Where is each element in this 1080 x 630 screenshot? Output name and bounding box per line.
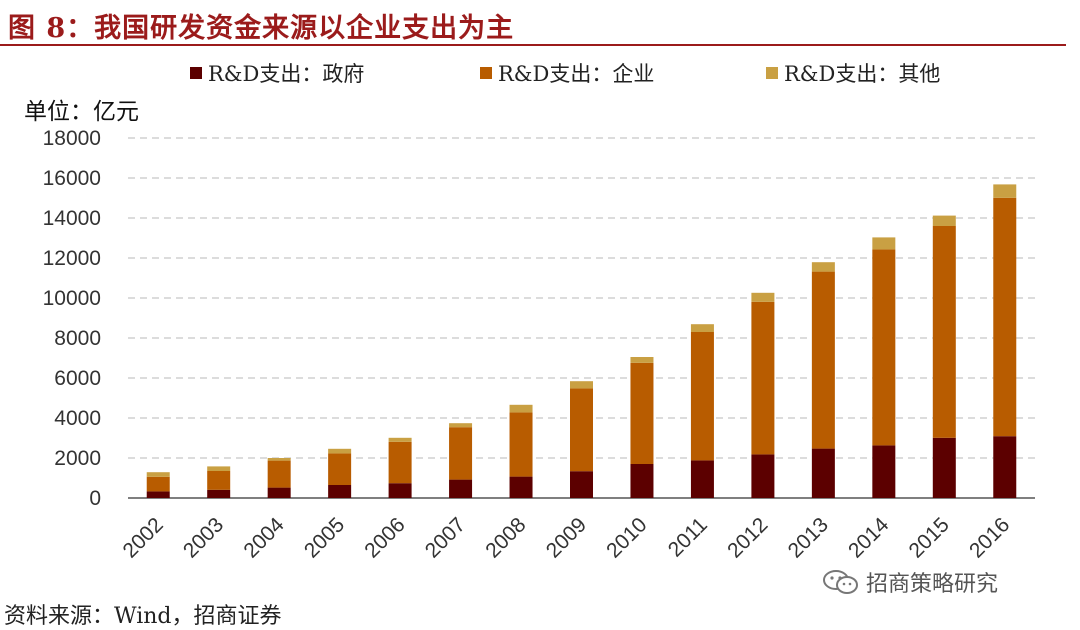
bar-enterprise — [328, 453, 352, 485]
bar-government — [570, 471, 593, 498]
y-tick-label: 6000 — [54, 367, 101, 390]
y-tick-label: 2000 — [54, 447, 101, 470]
bar-other — [207, 466, 231, 471]
wechat-icon — [823, 570, 858, 594]
title-bar: 图 8：我国研发资金来源以企业支出为主 — [0, 0, 1066, 46]
bar-other — [751, 292, 775, 302]
x-tick-label: 2004 — [239, 513, 289, 563]
x-tick-label: 2014 — [844, 513, 894, 563]
bar-government — [509, 476, 533, 498]
legend: R&D支出：政府 R&D支出：企业 R&D支出：其他 — [0, 58, 1080, 88]
x-tick-label: 2015 — [905, 513, 954, 562]
x-tick-label: 2003 — [179, 513, 228, 562]
bar-other — [993, 184, 1017, 198]
legend-swatch-other — [766, 67, 778, 79]
bar-enterprise — [811, 271, 835, 449]
bar-government — [751, 454, 775, 498]
legend-label-enterprise: R&D支出：企业 — [498, 62, 655, 86]
bar-other — [570, 381, 593, 389]
bar-enterprise — [146, 476, 170, 492]
y-tick-label: 4000 — [54, 407, 101, 430]
x-tick-label: 2010 — [602, 513, 651, 562]
bar-other — [449, 423, 473, 428]
bar-enterprise — [207, 471, 231, 490]
unit-label: 单位：亿元 — [24, 99, 139, 125]
bar-government — [267, 487, 291, 498]
bar-other — [388, 437, 412, 442]
y-tick-label: 16000 — [43, 167, 101, 190]
legend-label-other: R&D支出：其他 — [784, 62, 941, 86]
x-tick-label: 2006 — [360, 513, 409, 562]
bar-enterprise — [388, 441, 412, 484]
bar-other — [811, 262, 835, 272]
x-tick-label: 2016 — [965, 513, 1014, 562]
legend-label-government: R&D支出：政府 — [208, 62, 365, 86]
bar-other — [630, 357, 654, 363]
bar-government — [932, 437, 956, 498]
x-tick-label: 2012 — [723, 513, 772, 562]
x-tick-label: 2005 — [300, 513, 349, 562]
legend-swatch-enterprise — [480, 67, 492, 79]
bar-government — [328, 485, 352, 498]
bar-enterprise — [630, 362, 654, 464]
watermark-text: 招商策略研究 — [866, 572, 999, 597]
y-tick-label: 8000 — [54, 327, 101, 350]
bar-government — [630, 464, 654, 498]
bar-enterprise — [570, 388, 593, 472]
x-tick-label: 2008 — [481, 513, 530, 562]
bar-other — [690, 324, 714, 332]
y-tick-label: 10000 — [43, 287, 101, 310]
bar-enterprise — [509, 412, 533, 477]
bar-other — [328, 448, 352, 454]
bar-enterprise — [690, 332, 714, 461]
y-tick-label: 14000 — [43, 207, 101, 230]
bar-government — [811, 448, 835, 498]
y-tick-label: 12000 — [43, 247, 101, 270]
bar-enterprise — [993, 197, 1017, 437]
x-tick-label: 2013 — [784, 513, 833, 562]
bar-enterprise — [449, 427, 473, 480]
x-tick-label: 2002 — [118, 513, 167, 562]
bar-other — [872, 237, 896, 250]
bar-government — [690, 460, 714, 498]
bar-enterprise — [267, 460, 291, 488]
y-tick-label: 18000 — [43, 127, 101, 150]
legend-swatch-government — [190, 67, 202, 79]
bar-government — [449, 479, 473, 498]
bar-other — [267, 458, 291, 461]
bar-government — [388, 483, 412, 498]
bar-government — [993, 436, 1017, 498]
x-tick-label: 2007 — [421, 513, 470, 562]
source-note: 资料来源：Wind，招商证券 — [4, 604, 282, 629]
bar-enterprise — [751, 301, 775, 455]
legend-item-other: R&D支出：其他 — [766, 58, 940, 88]
bar-other — [932, 215, 956, 226]
bar-enterprise — [872, 249, 896, 446]
x-tick-label: 2011 — [664, 513, 712, 561]
bar-government — [207, 489, 231, 498]
bar-other — [509, 404, 533, 413]
bar-enterprise — [932, 226, 956, 438]
bar-government — [146, 491, 170, 498]
bar-other — [146, 472, 170, 477]
chart-title: 图 8：我国研发资金来源以企业支出为主 — [8, 13, 515, 44]
x-tick-label: 2009 — [542, 513, 591, 562]
y-tick-label: 0 — [89, 487, 101, 510]
legend-item-enterprise: R&D支出：企业 — [480, 58, 654, 88]
legend-item-government: R&D支出：政府 — [190, 58, 364, 88]
bar-government — [872, 445, 896, 498]
watermark: 招商策略研究 — [822, 566, 998, 598]
